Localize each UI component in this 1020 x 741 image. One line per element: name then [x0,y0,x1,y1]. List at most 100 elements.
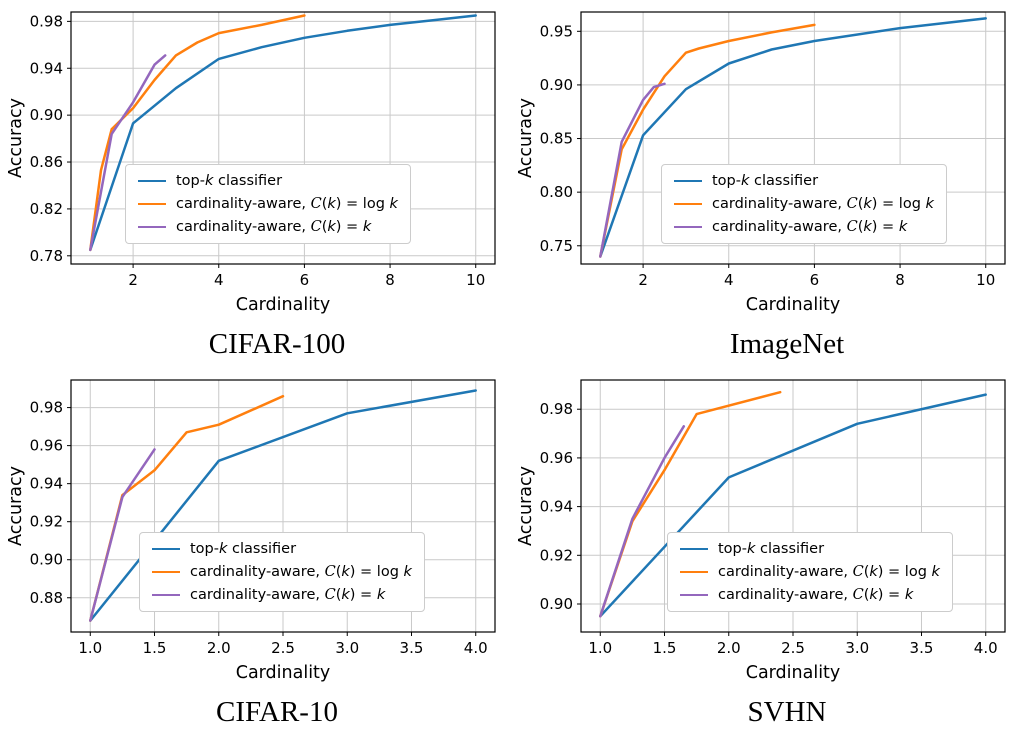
y-tick-label: 0.75 [540,237,573,255]
plot-imagenet: 2 4 6 8 10 0.75 0.80 0.85 0.90 0.95 Cardinality Acc… [515,4,1015,318]
y-tick-label: 0.90 [30,106,63,124]
x-axis-label: Cardinality [746,663,841,683]
x-tick-label: 3.5 [910,639,934,657]
legend: top-k classifier cardinality-aware, C(k) … [139,532,425,612]
y-tick-label: 0.90 [540,595,573,613]
chart-title-cifar10: CIFAR-10 [216,696,338,728]
x-tick-label: 1.0 [588,639,612,657]
series-line-card-aware-linear [89,448,156,622]
y-tick-label: 0.88 [30,589,63,607]
y-tick-label: 0.95 [540,22,573,40]
series-line-topk [89,14,477,252]
legend-line-swatch [674,180,702,182]
legend-line-swatch [152,594,180,596]
legend-entry-card-aware-log: cardinality-aware, C(k) = log k [138,196,398,212]
series-line-topk [599,393,987,618]
y-tick-label: 0.90 [30,551,63,569]
legend-entry-card-aware-linear: cardinality-aware, C(k) = k [674,219,934,235]
y-tick-label: 0.78 [30,247,63,265]
legend-entry-topk: top-k classifier [138,173,398,189]
chart-title-cifar100: CIFAR-100 [208,328,346,360]
y-tick-label: 0.86 [30,153,63,171]
x-tick-label: 3.5 [400,639,424,657]
legend-line-swatch [680,548,708,550]
legend-line-swatch [674,226,702,228]
legend-label: cardinality-aware, C(k) = log k [190,564,412,580]
x-tick-label: 2.0 [717,639,741,657]
x-tick-label: 2 [638,271,648,289]
x-axis-label: Cardinality [236,663,331,683]
legend-entry-card-aware-linear: cardinality-aware, C(k) = k [152,587,412,603]
x-tick-label: 3.0 [335,639,359,657]
legend-label: cardinality-aware, C(k) = log k [176,196,398,212]
legend-entry-card-aware-log: cardinality-aware, C(k) = log k [674,196,934,212]
legend-entry-topk: top-k classifier [680,541,940,557]
legend: top-k classifier cardinality-aware, C(k) … [661,164,947,244]
x-tick-label: 8 [895,271,905,289]
y-tick-label: 0.94 [30,475,63,493]
legend-label: cardinality-aware, C(k) = log k [712,196,934,212]
series-line-card-aware-linear [599,425,686,618]
tick-labels: 1.0 1.5 2.0 2.5 3.0 3.5 4.0 0.88 0.90 0.92 0.94 0.9… [30,399,488,657]
chart-cell-cifar10: 1.0 1.5 2.0 2.5 3.0 3.5 4.0 0.88 0.90 0.92 0.94 0.9… [0,372,510,730]
y-tick-label: 0.90 [540,76,573,94]
chart-canvas-svhn: 1.0 1.5 2.0 2.5 3.0 3.5 4.0 0.90 0.92 0.94 0.96 0.9… [516,379,1006,683]
x-tick-label: 3.0 [845,639,869,657]
legend-label: top-k classifier [176,173,283,189]
plot-frame [70,11,496,265]
tick-labels: 1.0 1.5 2.0 2.5 3.0 3.5 4.0 0.90 0.92 0.94 0.96 0.9… [540,400,998,657]
plot-cifar10: 1.0 1.5 2.0 2.5 3.0 3.5 4.0 0.88 0.90 0.92 0.94 0.9… [5,372,505,686]
legend-line-swatch [138,203,166,205]
series-line-topk [599,17,987,258]
y-tick-label: 0.96 [540,449,573,467]
chart-cell-svhn: 1.0 1.5 2.0 2.5 3.0 3.5 4.0 0.90 0.92 0.94 0.96 0.9… [510,372,1020,730]
legend-line-swatch [152,548,180,550]
x-tick-label: 10 [976,271,995,289]
x-tick-label: 2 [128,271,138,289]
legend-entry-card-aware-log: cardinality-aware, C(k) = log k [680,564,940,580]
x-axis-label: Cardinality [746,295,841,315]
y-tick-label: 0.98 [30,12,63,30]
legend-line-swatch [674,203,702,205]
legend-entry-card-aware-linear: cardinality-aware, C(k) = k [138,219,398,235]
legend-label: top-k classifier [718,541,825,557]
y-tick-label: 0.82 [30,200,63,218]
x-tick-label: 10 [466,271,485,289]
legend-label: cardinality-aware, C(k) = k [176,219,372,235]
series-line-card-aware-linear [599,82,666,258]
y-axis-label: Accuracy [6,466,26,546]
x-tick-label: 4 [724,271,734,289]
tick-labels: 2 4 6 8 10 0.75 0.80 0.85 0.90 0.95 [540,22,996,289]
x-tick-label: 6 [300,271,310,289]
legend-entry-card-aware-linear: cardinality-aware, C(k) = k [680,587,940,603]
y-tick-label: 0.80 [540,183,573,201]
series-line-card-aware-linear [89,54,167,252]
y-axis-label: Accuracy [6,98,26,178]
y-tick-label: 0.96 [30,437,63,455]
y-tick-label: 0.94 [540,498,573,516]
series-line-card-aware-log [89,14,306,252]
legend-label: top-k classifier [712,173,819,189]
tick-labels: 2 4 6 8 10 0.78 0.82 0.86 0.90 0.94 0.98 [30,12,486,289]
legend-line-swatch [680,594,708,596]
x-tick-label: 2.0 [207,639,231,657]
x-tick-label: 4.0 [464,639,488,657]
x-tick-label: 4.0 [974,639,998,657]
chart-canvas-cifar10: 1.0 1.5 2.0 2.5 3.0 3.5 4.0 0.88 0.90 0.92 0.94 0.9… [6,379,496,683]
x-tick-label: 1.0 [78,639,102,657]
y-tick-label: 0.98 [540,400,573,418]
legend-entry-topk: top-k classifier [152,541,412,557]
chart-cell-imagenet: 2 4 6 8 10 0.75 0.80 0.85 0.90 0.95 Cardinality Acc… [510,4,1020,362]
plot-frame [580,11,1006,265]
legend-entry-topk: top-k classifier [674,173,934,189]
x-tick-label: 8 [385,271,395,289]
legend: top-k classifier cardinality-aware, C(k) … [125,164,411,244]
x-tick-label: 4 [214,271,224,289]
legend-line-swatch [138,226,166,228]
chart-canvas-imagenet: 2 4 6 8 10 0.75 0.80 0.85 0.90 0.95 Cardinality Acc… [516,11,1006,315]
y-tick-label: 0.85 [540,130,573,148]
y-axis-label: Accuracy [516,98,536,178]
y-tick-label: 0.92 [30,513,63,531]
legend-label: cardinality-aware, C(k) = k [190,587,386,603]
legend-label: cardinality-aware, C(k) = k [718,587,914,603]
